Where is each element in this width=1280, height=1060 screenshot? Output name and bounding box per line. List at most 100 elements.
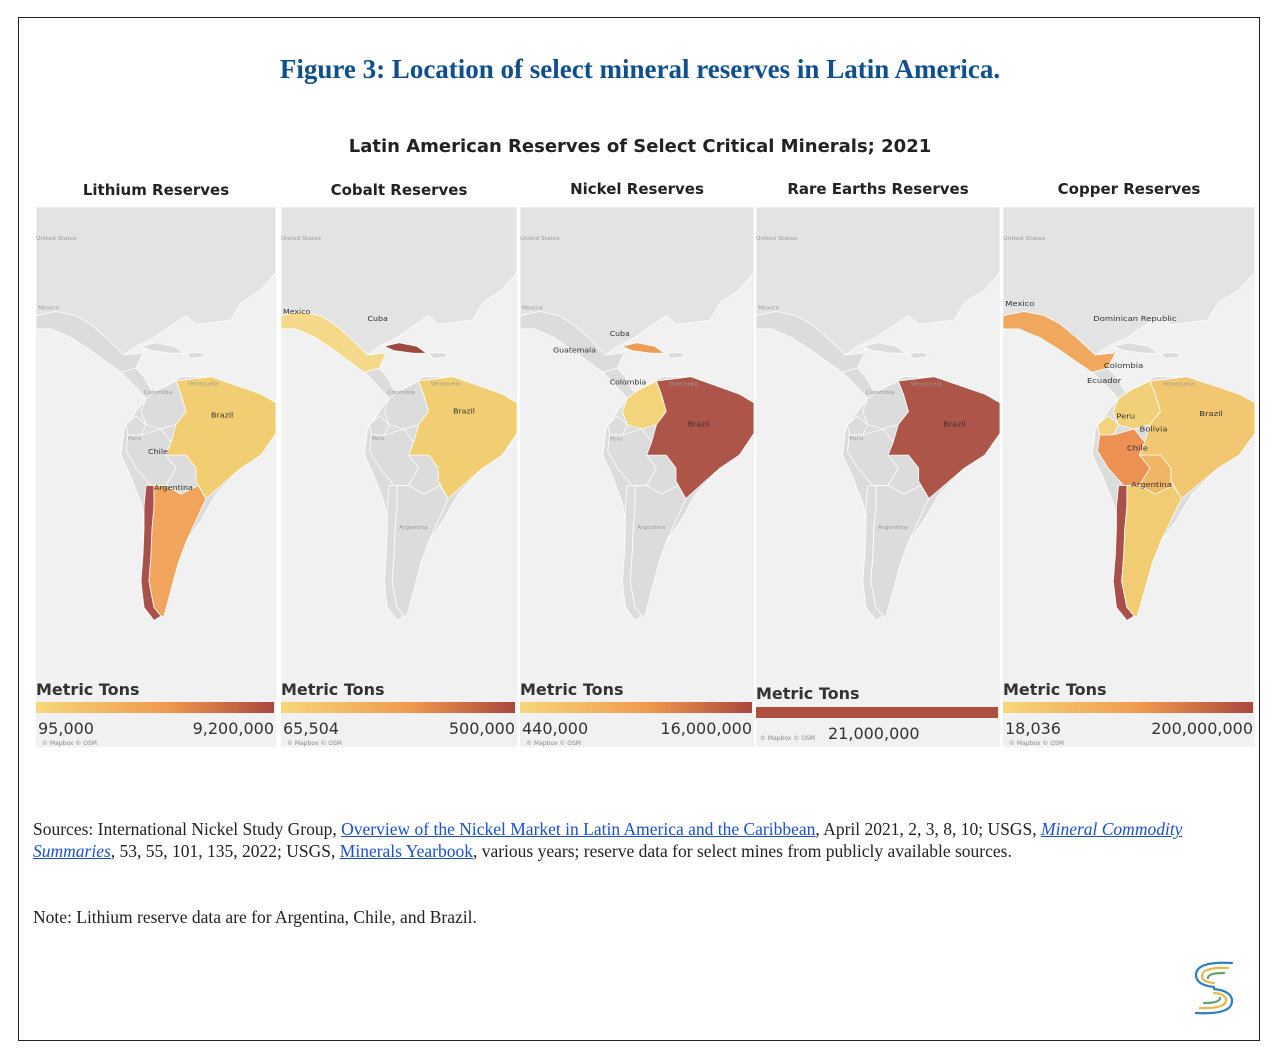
map-svg: United States Venezuela Mexico Dominican Re…: [1003, 207, 1255, 621]
basemap-label-colombia: Colombia: [387, 390, 415, 396]
basemap-label-united-states: United States: [36, 236, 77, 242]
legend-min-value: 95,000: [38, 719, 94, 738]
map-attribution: © Mapbox © OSM: [760, 735, 815, 742]
mineral-commodity-summaries-link[interactable]: Mineral Commodity Summaries: [33, 819, 1183, 861]
map-area[interactable]: United States Venezuela Colombia Peru Mexico…: [36, 207, 276, 747]
hispaniola-region: [427, 351, 450, 359]
nickel-market-overview-link[interactable]: Overview of the Nickel Market in Latin A…: [341, 819, 816, 839]
basemap-label-peru: Peru: [850, 437, 864, 443]
argentina-region: [148, 485, 207, 617]
country-label-mexico: Mexico: [1005, 300, 1035, 308]
basemap-label-peru: Peru: [128, 437, 142, 443]
map-attribution: © Mapbox © OSM: [42, 740, 97, 747]
country-label-brazil: Brazil: [1199, 410, 1222, 418]
sources-after-link1: , April 2021, 2, 3, 8, 10; USGS,: [815, 819, 1037, 839]
organization-logo: [1186, 955, 1242, 1021]
basemap-label-united-states: United States: [1003, 236, 1046, 241]
legend-title: Metric Tons: [1003, 680, 1107, 699]
country-label-dominican-republic: Dominican Republic: [1093, 315, 1176, 323]
country-label-brazil: Brazil: [453, 407, 475, 415]
basemap-label-venezuela: Venezuela: [911, 382, 942, 388]
basemap-label-mexico: Mexico: [758, 306, 780, 312]
sources-text: Sources: International Nickel Study Grou…: [33, 818, 1248, 862]
map-area[interactable]: United States Venezuela Peru Argentina Mexic…: [520, 207, 754, 747]
cuba-region: [861, 342, 908, 354]
map-attribution: © Mapbox © OSM: [526, 740, 581, 747]
basemap-label-mexico: Mexico: [522, 306, 543, 312]
country-label-colombia: Colombia: [610, 378, 647, 386]
sources-prefix: Sources: International Nickel Study Grou…: [33, 819, 337, 839]
map-attribution: © Mapbox © OSM: [287, 740, 342, 747]
country-label-colombia: Colombia: [1104, 362, 1144, 370]
country-label-cuba: Cuba: [368, 314, 388, 322]
legend-min-value: 440,000: [522, 719, 589, 738]
country-label-brazil: Brazil: [211, 411, 233, 419]
argentina-region: [391, 485, 449, 617]
argentina-region: [870, 485, 930, 617]
mexico-region: [36, 311, 147, 373]
map-area[interactable]: United States Venezuela Colombia Peru Argent…: [756, 207, 1000, 747]
map-svg: United States Venezuela Colombia Peru Argent…: [281, 207, 517, 621]
argentina-region: [629, 485, 687, 617]
legend-max-value: 16,000,000: [660, 719, 752, 738]
map-svg: United States Venezuela Colombia Peru Argent…: [756, 207, 1000, 621]
basemap-label-venezuela: Venezuela: [668, 382, 698, 388]
legend-color-bar: [1003, 702, 1253, 713]
country-label-argentina: Argentina: [1131, 481, 1172, 489]
legend-max-value: 500,000: [448, 719, 515, 738]
panel-title: Lithium Reserves: [82, 181, 230, 199]
argentina-region: [1121, 485, 1182, 617]
hispaniola-region: [907, 351, 930, 359]
legend-color-bar: [281, 702, 515, 713]
note-text: Note: Lithium reserve data are for Argen…: [33, 907, 477, 927]
panel-title: Copper Reserves: [1057, 180, 1201, 198]
basemap-label-venezuela: Venezuela: [1163, 382, 1196, 387]
map-area[interactable]: United States Venezuela Colombia Peru Argent…: [281, 207, 517, 747]
basemap-label-united-states: United States: [520, 236, 560, 242]
country-label-chile: Chile: [1127, 444, 1148, 452]
basemap-label-united-states: United States: [756, 236, 797, 242]
sources-after-link3: , various years; reserve data for select…: [472, 841, 1012, 861]
basemap-label-argentina: Argentina: [399, 525, 428, 531]
legend-title: Metric Tons: [520, 680, 624, 699]
cuba-region: [383, 342, 428, 354]
country-label-brazil: Brazil: [688, 420, 710, 428]
cuba-region: [139, 342, 186, 354]
map-area[interactable]: United States Venezuela Mexico Dominican Re…: [1003, 207, 1255, 747]
hispaniola-region: [665, 351, 687, 359]
hispaniola-region: [1159, 351, 1183, 359]
country-label-mexico: Mexico: [283, 307, 311, 315]
country-label-cuba: Cuba: [610, 329, 630, 337]
country-label-ecuador: Ecuador: [1087, 376, 1122, 384]
country-label-peru: Peru: [1116, 412, 1135, 420]
map-attribution: © Mapbox © OSM: [1009, 740, 1064, 747]
legend-color-bar: [756, 707, 998, 718]
basemap-label-venezuela: Venezuela: [188, 382, 219, 388]
basemap-label-mexico: Mexico: [38, 306, 59, 312]
mexico-region: [281, 311, 390, 373]
figure-frame: [18, 17, 1260, 1041]
basemap-label-peru: Peru: [371, 437, 385, 443]
basemap-label-peru: Peru: [610, 436, 623, 442]
minerals-yearbook-link[interactable]: Minerals Yearbook: [339, 841, 473, 861]
basemap-label-united-states: United States: [281, 236, 321, 242]
country-label-chile: Chile: [148, 448, 168, 456]
figure-title: Figure 3: Location of select mineral res…: [279, 54, 1001, 84]
mexico-region: [520, 311, 628, 373]
country-label-guatemala: Guatemala: [553, 346, 596, 354]
legend-min-value: 18,036: [1005, 719, 1061, 738]
sources-after-link2: , 53, 55, 101, 135, 2022; USGS,: [110, 841, 336, 861]
legend-color-bar: [36, 702, 274, 713]
panel-title: Nickel Reserves: [570, 180, 704, 198]
map-svg: United States Venezuela Colombia Peru Mexico…: [36, 207, 276, 621]
panel-title: Rare Earths Reserves: [787, 180, 969, 198]
legend-max-value: 21,000,000: [828, 724, 920, 743]
map-svg: United States Venezuela Peru Argentina Mexic…: [520, 207, 754, 621]
cuba-region: [621, 342, 666, 354]
country-label-argentina: Argentina: [154, 483, 193, 491]
legend-max-value: 9,200,000: [192, 719, 274, 738]
mexico-region: [756, 311, 869, 373]
cuba-region: [1112, 342, 1160, 354]
basemap-label-argentina: Argentina: [637, 525, 665, 531]
basemap-label-argentina: Argentina: [878, 525, 908, 531]
